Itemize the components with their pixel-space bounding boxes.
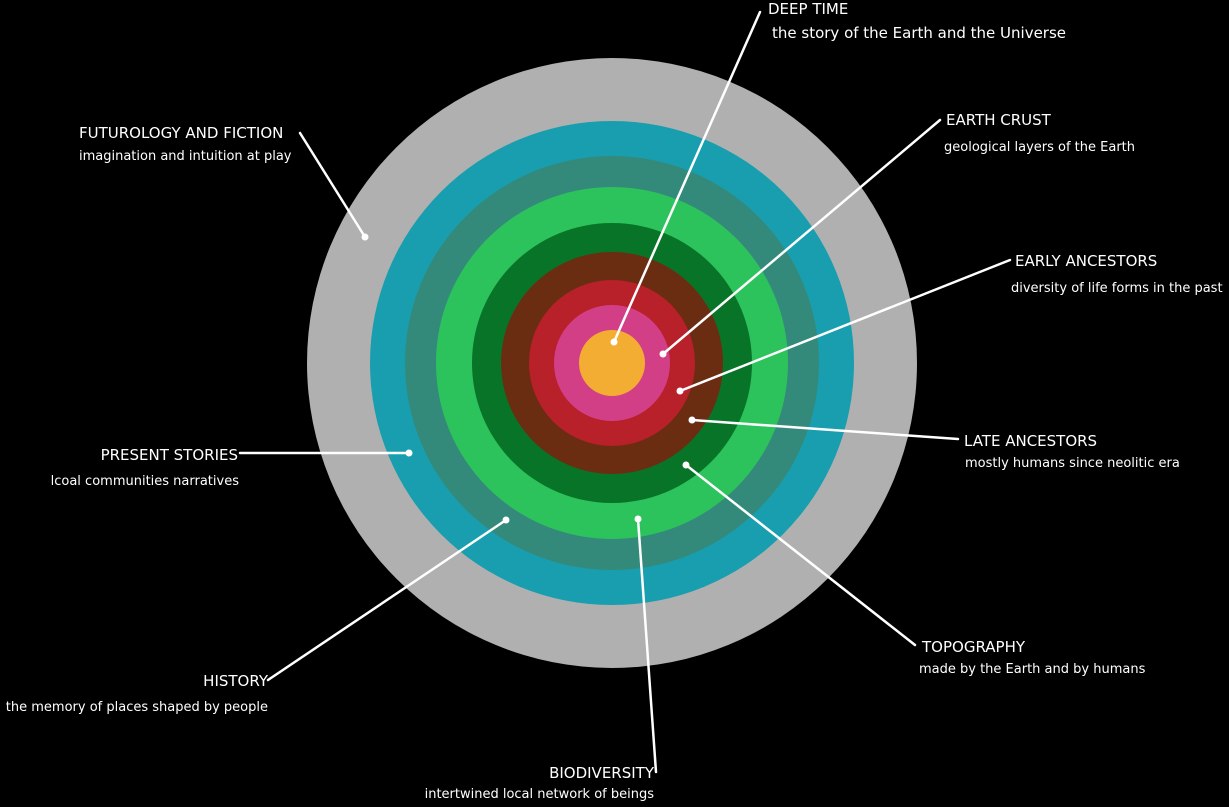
- ring-deep-time: [579, 330, 645, 396]
- leader-futurology: [298, 131, 367, 239]
- leader-early-ancestors: [678, 258, 1012, 393]
- dot-late-ancestors: [688, 416, 696, 424]
- leader-deep-time: [612, 10, 762, 344]
- dot-earth-crust: [659, 350, 667, 358]
- history-title: HISTORY: [203, 672, 269, 690]
- dot-history: [502, 516, 510, 524]
- leader-biodiversity: [636, 517, 658, 774]
- dot-present-stories: [405, 449, 413, 457]
- leader-earth-crust: [661, 118, 942, 356]
- deep-time-title: DEEP TIME: [768, 0, 848, 18]
- deep-time-subtitle: the story of the Earth and the Universe: [772, 24, 1066, 42]
- futurology-title: FUTUROLOGY AND FICTION: [79, 124, 283, 142]
- topography-subtitle: made by the Earth and by humans: [919, 662, 1146, 677]
- dot-deep-time: [610, 338, 618, 346]
- futurology-subtitle: imagination and intuition at play: [79, 149, 292, 164]
- earth-crust-title: EARTH CRUST: [946, 111, 1052, 129]
- concentric-rings: [307, 58, 917, 668]
- dot-topography: [682, 461, 690, 469]
- dot-futurology: [361, 233, 369, 241]
- late-ancestors-subtitle: mostly humans since neolitic era: [965, 456, 1180, 471]
- present-stories-subtitle: lcoal communities narratives: [51, 474, 240, 489]
- leader-history: [266, 518, 508, 682]
- biodiversity-title: BIODIVERSITY: [549, 764, 655, 782]
- early-ancestors-subtitle: diversity of life forms in the past: [1011, 281, 1223, 296]
- leader-late-ancestors: [690, 418, 960, 441]
- present-stories-title: PRESENT STORIES: [101, 446, 238, 464]
- earth-crust-subtitle: geological layers of the Earth: [944, 140, 1135, 155]
- dot-early-ancestors: [676, 387, 684, 395]
- late-ancestors-title: LATE ANCESTORS: [964, 432, 1097, 450]
- labels: DEEP TIME the story of the Earth and the…: [6, 0, 1223, 802]
- leader-lines: [238, 10, 1012, 774]
- biodiversity-subtitle: intertwined local network of beings: [425, 787, 655, 802]
- leader-topography: [684, 463, 917, 647]
- early-ancestors-title: EARLY ANCESTORS: [1015, 252, 1157, 270]
- history-subtitle: the memory of places shaped by people: [6, 700, 268, 715]
- topography-title: TOPOGRAPHY: [921, 638, 1026, 656]
- dot-biodiversity: [634, 515, 642, 523]
- leader-dots: [361, 233, 696, 524]
